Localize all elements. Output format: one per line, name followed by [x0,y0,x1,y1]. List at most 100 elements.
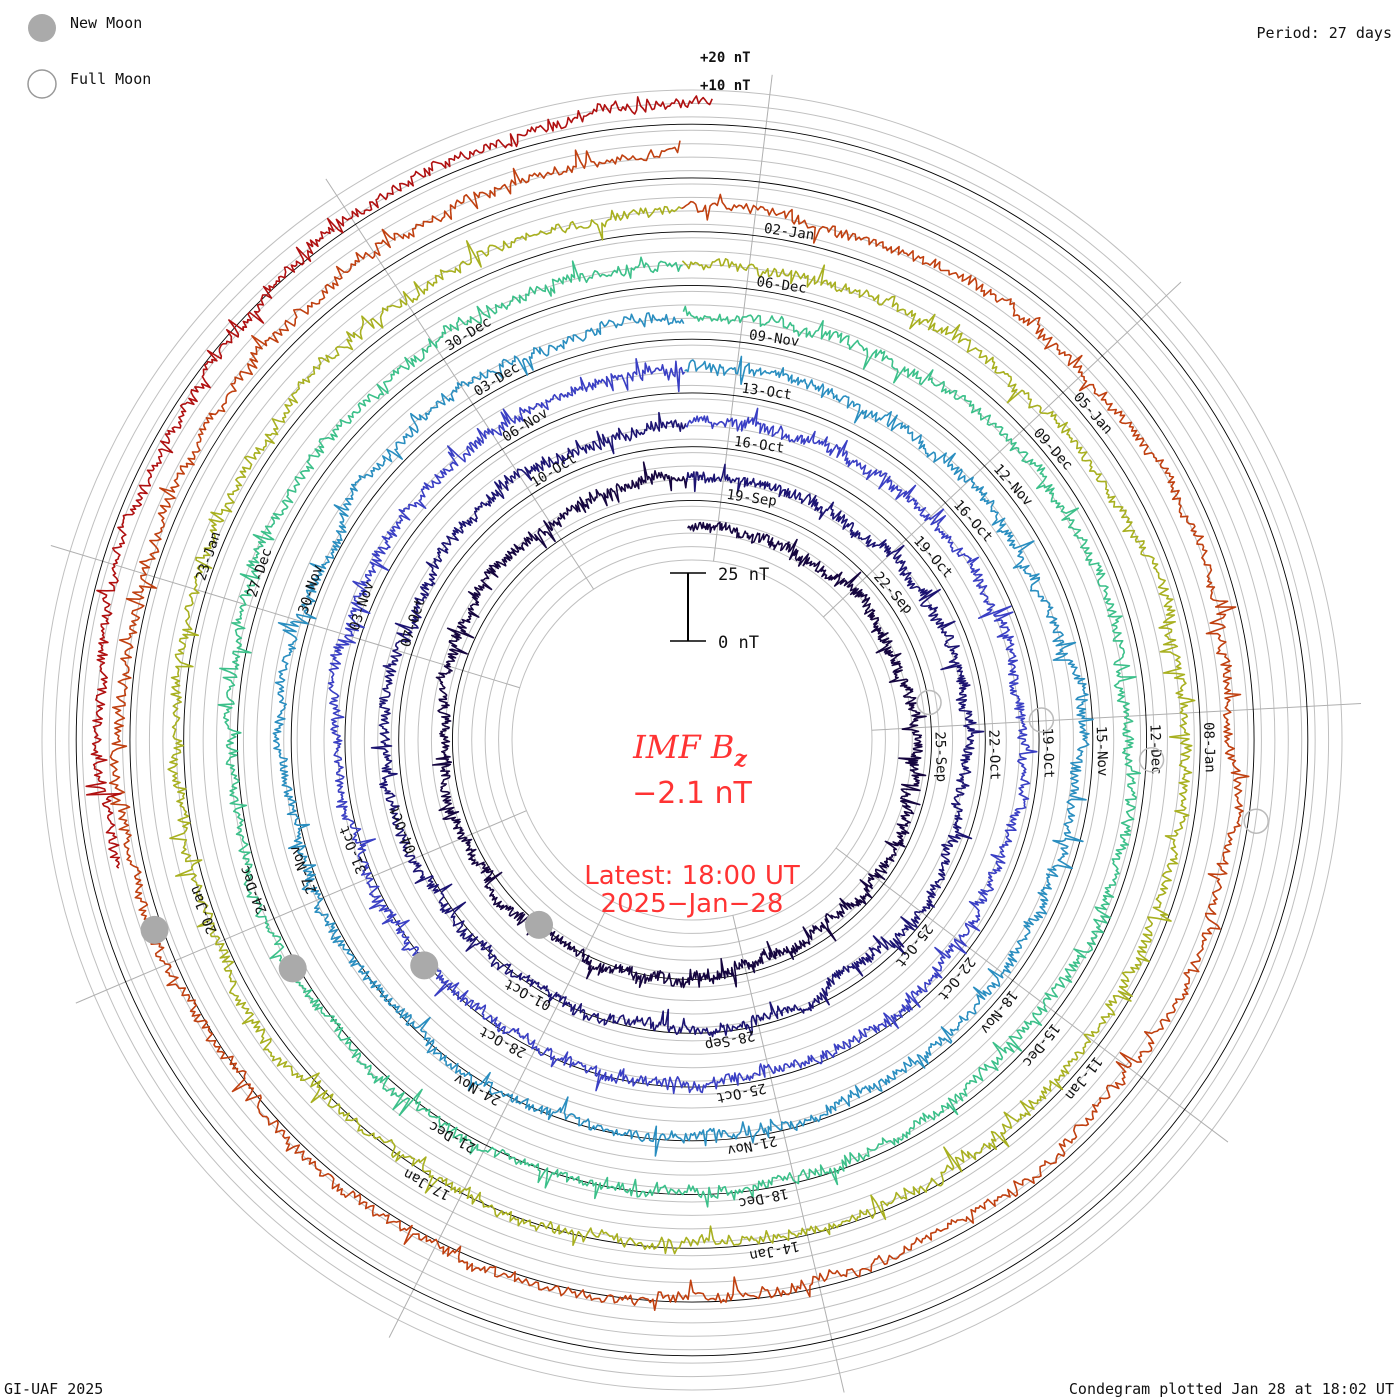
new-moon-icon [28,14,56,42]
date-label: 20-Jan [187,883,221,936]
date-label: 12-Dec [1146,724,1164,775]
zero-reference-circle [398,446,986,1034]
grid-circle [363,411,1021,1069]
zero-reference-circle [236,284,1148,1196]
grid-circle [471,519,913,961]
zero-reference-circle [344,392,1040,1088]
date-label: 07-Oct [398,596,429,649]
grid-circle [216,264,1168,1216]
zero-reference-circle [75,123,1309,1357]
date-label: 27-Dec [245,546,276,599]
quantity-subscript: z [733,746,747,772]
date-label: 27-Nov [287,843,321,896]
date-label: 22-Oct [985,729,1003,780]
date-label: 19-Oct [1039,727,1057,778]
grid-circle [122,170,1262,1310]
grid-circle [350,398,1034,1082]
current-value: −2.1 nT [632,776,752,811]
scale-bar-top-label: 25 nT [718,565,769,585]
grid-circle [377,425,1007,1055]
date-label: 25-Sep [931,731,949,782]
grid-spoke [823,281,1182,618]
grid-circle [310,358,1074,1122]
new-moon-marker [140,915,169,944]
bz-trace-7 [108,140,1250,1311]
grid-circle [430,478,954,1002]
bz-trace-3 [327,357,1038,1095]
date-label: 04-Oct [386,803,420,856]
new-moon-label: New Moon [70,14,142,32]
date-label: 30-Nov [296,563,327,616]
bz-trace-6 [167,205,1196,1255]
grid-circle [202,250,1182,1230]
zero-reference-circle [290,338,1094,1142]
grid-spoke [871,702,1362,731]
zero-reference-circle [129,177,1255,1303]
bz-trace-4 [272,312,1094,1157]
full-moon-label: Full Moon [70,70,151,88]
date-label: 16-Oct [733,434,785,457]
quantity-main: IMF B [632,728,734,766]
date-label: 23-Jan [193,530,224,583]
new-moon-marker [525,910,554,939]
grid-circle [162,210,1222,1270]
plotted-label: Condegram plotted Jan 28 at 18:02 UT [1069,1380,1394,1398]
grid-spoke [732,915,845,1393]
scale-bar [670,572,706,642]
new-moon-marker [278,954,307,983]
grid-circle [457,505,927,975]
full-moon-marker [916,689,942,716]
grid-circle [41,89,1343,1391]
grid-circle [269,317,1115,1163]
date-label: 24-Dec [237,863,271,916]
date-label: 19-Sep [725,487,777,510]
date-label: 16-Oct [950,497,996,545]
bz-trace-1 [431,461,927,989]
grid-circle [283,331,1101,1149]
grid-circle [390,438,994,1042]
date-label: 03-Nov [347,580,378,633]
scale-label-plus20: +20 nT [700,50,751,66]
grid-circle [417,465,967,1015]
bz-trace-8 [85,95,713,869]
date-label: 09-Nov [748,327,800,350]
bz-trace-5 [217,256,1141,1208]
grid-circle [135,183,1249,1297]
grid-circle [511,559,873,921]
grid-circle [498,546,886,934]
full-moon-marker [1028,707,1055,733]
trace-layer [85,95,1250,1311]
grid-spoke [388,900,612,1338]
grid-circle [81,129,1303,1351]
latest-time: Latest: 18:00 UT [584,861,800,891]
full-moon-icon [27,69,57,99]
date-label: 13-Oct [740,380,792,403]
grid-spoke [75,810,527,1004]
date-label: 06-Dec [755,274,807,297]
date-label: 15-Nov [1093,726,1111,777]
date-label: 08-Jan [1200,722,1218,773]
full-moon-marker [1243,808,1269,834]
grid-layer [41,74,1362,1393]
grid-spoke [50,545,520,689]
latest-date: 2025−Jan−28 [601,889,784,919]
quantity-label: IMF Bz [632,728,747,772]
credit-label: GI-UAF 2025 [4,1380,103,1398]
scale-bar-bottom-label: 0 nT [718,633,759,653]
grid-circle [323,371,1061,1109]
grid-circle [95,143,1289,1337]
full-moon-marker [1138,746,1165,773]
grid-circle [68,116,1316,1364]
grid-circle [108,156,1276,1324]
grid-circle [148,196,1236,1284]
bz-trace-2 [370,411,985,1038]
date-label: 21-Dec [426,1118,478,1156]
date-label: 12-Nov [990,461,1036,509]
new-moon-marker [410,951,439,980]
date-label: 02-Jan [763,221,815,244]
scale-label-plus10: +10 nT [700,78,751,94]
period-label: Period: 27 days [1257,24,1392,42]
grid-spoke [835,847,1229,1143]
zero-reference-circle [183,231,1201,1249]
